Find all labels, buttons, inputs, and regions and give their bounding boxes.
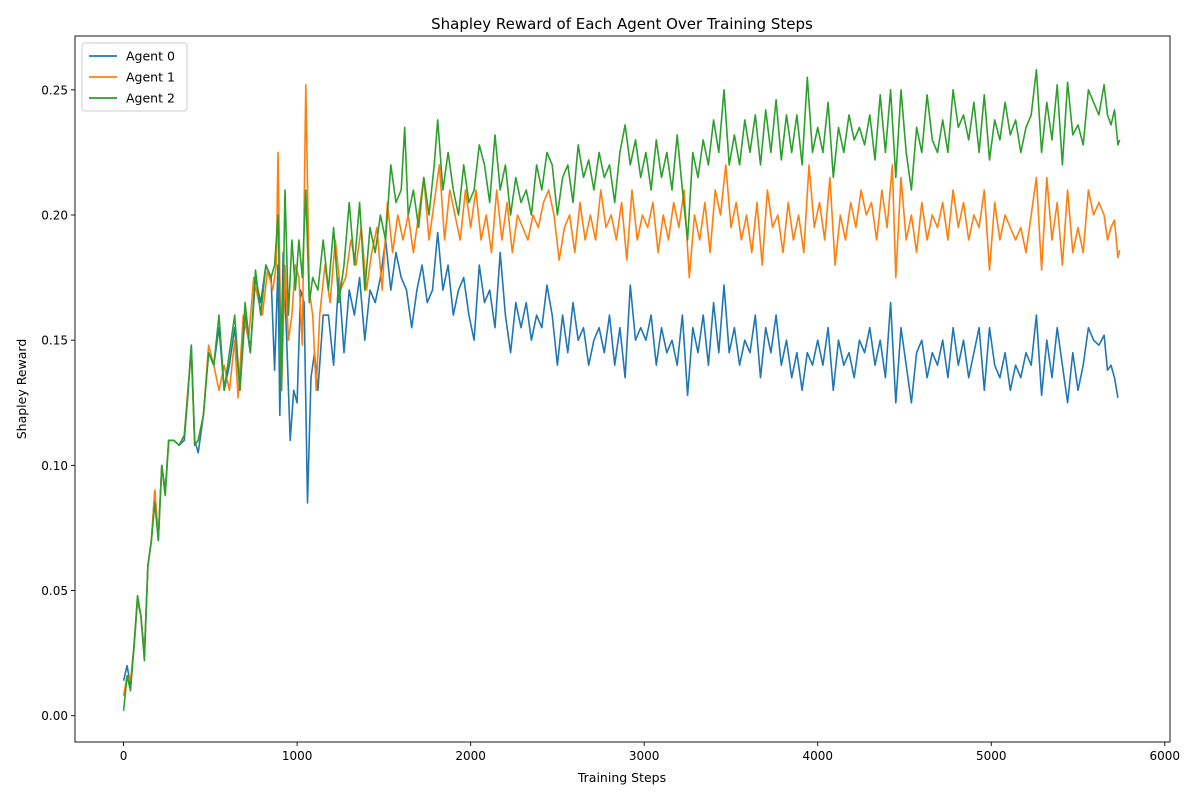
- legend-label-agent-1: Agent 1: [126, 70, 175, 85]
- y-tick-label: 0.15: [41, 334, 68, 348]
- y-tick-label: 0.20: [41, 209, 68, 223]
- legend-label-agent-2: Agent 2: [126, 91, 175, 106]
- x-tick-label: 2000: [455, 749, 486, 763]
- y-axis-label: Shapley Reward: [14, 339, 29, 440]
- y-axis: 0.00 0.05 0.10 0.15 0.20 0.25: [41, 83, 75, 723]
- x-tick-label: 5000: [976, 749, 1007, 763]
- x-axis-label: Training Steps: [577, 770, 666, 785]
- legend-box: [81, 42, 188, 112]
- legend-label-agent-0: Agent 0: [126, 49, 175, 64]
- x-tick-label: 1000: [282, 749, 313, 763]
- y-tick-label: 0.05: [41, 584, 68, 598]
- x-tick-label: 3000: [629, 749, 660, 763]
- axes-frame: [74, 35, 1171, 743]
- y-tick-label: 0.25: [41, 83, 68, 97]
- series-line-agent-1: [122, 84, 1121, 696]
- x-tick-label: 4000: [802, 749, 833, 763]
- y-tick-label: 0.00: [41, 709, 68, 723]
- x-axis: 0 1000 2000 3000 4000 5000 6000: [120, 742, 1180, 763]
- legend: Agent 0 Agent 1 Agent 2: [81, 42, 188, 112]
- x-tick-label: 6000: [1150, 749, 1181, 763]
- y-tick-label: 0.10: [41, 459, 68, 473]
- chart-title: Shapley Reward of Each Agent Over Traini…: [431, 15, 813, 33]
- series-line-agent-2: [122, 69, 1121, 711]
- plot-area: [122, 69, 1121, 711]
- x-tick-label: 0: [120, 749, 128, 763]
